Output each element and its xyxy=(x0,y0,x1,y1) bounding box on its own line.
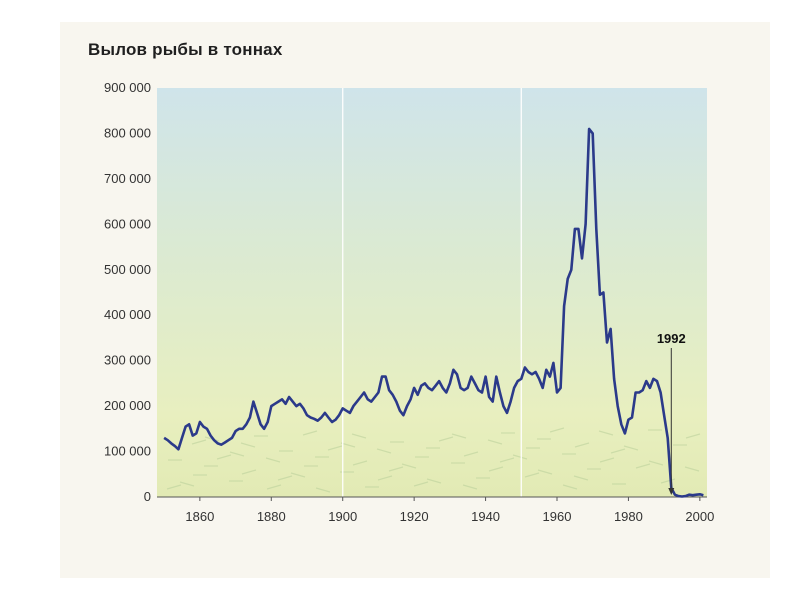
decor-stroke xyxy=(462,484,478,490)
decor-stroke xyxy=(376,448,392,454)
decor-stroke xyxy=(549,427,565,433)
decor-stroke xyxy=(229,451,245,457)
x-tick-label: 1960 xyxy=(543,509,572,524)
decor-stroke xyxy=(685,433,701,439)
decor-stroke xyxy=(179,481,195,487)
decor-stroke xyxy=(499,457,515,463)
chart-title: Вылов рыбы в тоннах xyxy=(88,40,283,59)
decor-stroke xyxy=(401,463,417,469)
decor-stroke xyxy=(266,484,282,490)
decor-stroke xyxy=(241,469,257,475)
decor-stroke xyxy=(562,484,578,490)
y-tick-label: 800 000 xyxy=(104,125,151,140)
decor-stroke xyxy=(166,484,182,490)
y-tick-label: 600 000 xyxy=(104,216,151,231)
annotation-1992: 1992 xyxy=(657,331,686,495)
x-tick-label: 1900 xyxy=(328,509,357,524)
y-axis-tick-labels: 0 100 000 200 000 300 000 400 000 500 000 600 … xyxy=(104,80,151,504)
y-tick-label: 500 000 xyxy=(104,262,151,277)
x-tick-label: 1880 xyxy=(257,509,286,524)
plot-area xyxy=(157,88,707,497)
decor-stroke xyxy=(191,439,207,445)
y-tick-label: 0 xyxy=(144,489,151,504)
annotation-arrowhead xyxy=(668,488,675,495)
decor-stroke xyxy=(684,466,700,472)
decor-stroke xyxy=(660,478,676,484)
x-tick-label: 1920 xyxy=(400,509,429,524)
y-tick-label: 300 000 xyxy=(104,353,151,368)
decor-stroke xyxy=(277,475,293,481)
y-tick-label: 700 000 xyxy=(104,171,151,186)
y-tick-label: 900 000 xyxy=(104,80,151,95)
decor-stroke xyxy=(512,454,528,460)
decor-stroke xyxy=(351,433,367,439)
decor-stroke xyxy=(413,481,429,487)
decor-stroke xyxy=(648,460,664,466)
decor-stroke xyxy=(623,445,639,451)
decor-stroke xyxy=(488,466,504,472)
decor-stroke xyxy=(573,475,589,481)
x-axis-tick-labels: 1860 1880 1900 1920 1940 1960 1980 2000 xyxy=(185,497,714,524)
x-tick-label: 1860 xyxy=(185,509,214,524)
decor-stroke xyxy=(265,457,281,463)
decorative-fish-pattern xyxy=(166,427,701,493)
decor-stroke xyxy=(463,451,479,457)
decor-stroke xyxy=(240,442,256,448)
annotation-label: 1992 xyxy=(657,331,686,346)
y-tick-label: 400 000 xyxy=(104,307,151,322)
decor-stroke xyxy=(388,466,404,472)
decor-stroke xyxy=(598,430,614,436)
decor-stroke xyxy=(610,448,626,454)
grid-lines xyxy=(342,88,522,497)
x-tick-label: 1940 xyxy=(471,509,500,524)
decor-stroke xyxy=(487,439,503,445)
y-tick-label: 100 000 xyxy=(104,444,151,459)
decor-stroke xyxy=(537,469,553,475)
decor-stroke xyxy=(438,436,454,442)
decor-stroke xyxy=(290,472,306,478)
decor-stroke xyxy=(635,463,651,469)
x-tick-label: 2000 xyxy=(685,509,714,524)
decor-stroke xyxy=(216,454,232,460)
decor-stroke xyxy=(377,475,393,481)
decor-stroke xyxy=(426,478,442,484)
y-tick-label: 200 000 xyxy=(104,398,151,413)
catch-series-line xyxy=(163,127,704,498)
x-tick-label: 1980 xyxy=(614,509,643,524)
decor-stroke xyxy=(302,430,318,436)
decor-stroke xyxy=(574,442,590,448)
decor-stroke xyxy=(451,433,467,439)
decor-stroke xyxy=(352,460,368,466)
decor-stroke xyxy=(327,445,343,451)
decor-stroke xyxy=(524,472,540,478)
decor-stroke xyxy=(315,487,331,493)
decor-stroke xyxy=(599,457,615,463)
